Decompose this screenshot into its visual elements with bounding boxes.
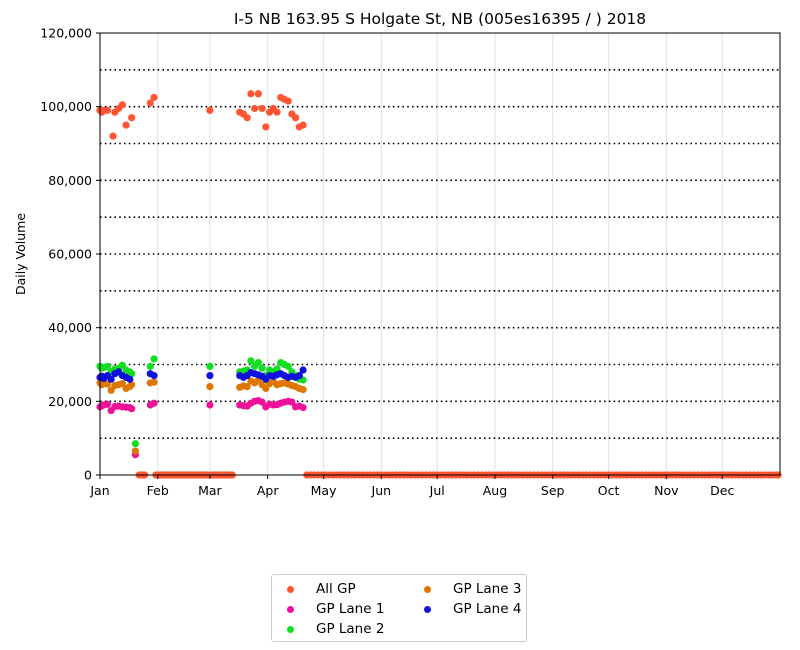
data-point-all-gp — [262, 123, 270, 131]
data-point-gp-lane-2 — [258, 364, 266, 372]
data-point-gp-lane-4 — [150, 371, 158, 380]
x-tick-label: Mar — [198, 483, 222, 498]
data-point-gp-lane-1 — [128, 405, 136, 413]
legend-item-gp-lane-3: GP Lane 3 — [409, 581, 521, 597]
legend-item-gp-lane-2: GP Lane 2 — [272, 621, 384, 637]
y-tick-label: 40,000 — [48, 320, 92, 335]
data-point-all-gp — [128, 114, 136, 122]
data-point-all-gp — [251, 104, 259, 113]
data-point-gp-lane-4 — [126, 375, 134, 383]
data-point-gp-lane-4 — [295, 371, 303, 380]
y-tick-label: 80,000 — [48, 173, 92, 188]
data-point-gp-lane-3 — [150, 378, 158, 386]
x-tick-label: Oct — [598, 483, 620, 498]
data-point-gp-lane-2 — [128, 370, 136, 378]
legend-item-gp-lane-1: GP Lane 1 — [272, 601, 384, 617]
grid-layer — [99, 33, 780, 475]
data-point-all-gp — [146, 99, 154, 107]
x-tick-label: Sep — [541, 483, 565, 498]
data-point-gp-lane-2 — [131, 440, 139, 448]
y-tick-label: 100,000 — [40, 99, 92, 114]
data-point-gp-lane-1 — [150, 399, 158, 407]
data-point-gp-lane-2 — [206, 362, 214, 370]
data-point-gp-lane-2 — [103, 362, 112, 370]
data-point-all-gp — [284, 97, 292, 105]
data-point-gp-lane-1 — [103, 400, 112, 408]
legend-label: All GP — [316, 581, 356, 597]
data-point-gp-lane-3 — [243, 383, 251, 391]
data-point-all-gp — [109, 132, 117, 140]
legend-label: GP Lane 2 — [316, 621, 385, 637]
y-tick-label: 0 — [84, 468, 92, 483]
x-tick-label: Aug — [483, 483, 507, 498]
data-point-all-gp — [150, 93, 158, 102]
points-layer — [96, 90, 782, 479]
legend-marker-icon — [287, 605, 294, 613]
x-tick-label: Jan — [89, 483, 109, 498]
data-point-gp-lane-2 — [247, 357, 255, 365]
x-tick-label: Nov — [654, 483, 679, 498]
data-point-gp-lane-4 — [107, 375, 115, 383]
data-point-all-gp — [299, 121, 307, 129]
data-point-gp-lane-2 — [284, 362, 292, 370]
legend-label: GP Lane 3 — [453, 581, 522, 597]
data-point-gp-lane-3 — [206, 383, 214, 391]
legend: All GP GP Lane 1 GP Lane 2 GP Lane 3 GP … — [271, 574, 527, 642]
data-point-all-gp — [258, 104, 266, 113]
chart-title: I-5 NB 163.95 S Holgate St, NB (005es163… — [234, 10, 646, 28]
legend-marker-icon — [424, 585, 431, 593]
data-point-all-gp — [206, 106, 214, 114]
data-point-gp-lane-1 — [206, 401, 214, 409]
data-point-all-gp — [118, 101, 126, 109]
data-point-gp-lane-2 — [254, 359, 262, 367]
data-point-all-gp — [254, 90, 262, 98]
data-point-gp-lane-2 — [146, 362, 154, 370]
y-tick-label: 120,000 — [40, 26, 92, 41]
legend-marker-icon — [287, 585, 294, 593]
y-axis-label: Daily Volume — [13, 213, 28, 295]
data-point-all-gp — [247, 90, 255, 98]
y-tick-label: 20,000 — [48, 394, 92, 409]
legend-item-all-gp: All GP — [272, 581, 356, 597]
data-point-gp-lane-1 — [299, 403, 307, 412]
data-point-gp-lane-4 — [299, 366, 307, 374]
data-point-gp-lane-3 — [128, 381, 136, 389]
data-point-all-gp — [273, 108, 281, 116]
x-tick-label: Jul — [429, 483, 445, 498]
x-tick-label: Feb — [147, 483, 169, 498]
x-tick-label: Dec — [710, 483, 734, 498]
data-point-all-gp — [243, 114, 251, 122]
legend-marker-icon — [424, 605, 431, 613]
data-point-gp-lane-3 — [299, 385, 307, 394]
legend-label: GP Lane 4 — [453, 601, 522, 617]
x-tick-label: Apr — [257, 483, 279, 498]
data-point-gp-lane-3 — [131, 447, 139, 455]
axes-layer: 0 20,000 40,000 60,000 80,000 100,000 120,000 J… — [40, 26, 781, 498]
data-point-all-gp — [122, 121, 130, 129]
data-point-all-gp — [103, 106, 112, 114]
x-tick-label: May — [311, 483, 337, 498]
x-tick-label: Jun — [371, 483, 392, 498]
y-tick-label: 60,000 — [48, 247, 92, 262]
data-point-all-gp — [292, 114, 300, 122]
scatter-chart: I-5 NB 163.95 S Holgate St, NB (005es163… — [13, 10, 782, 498]
legend-marker-icon — [287, 625, 294, 633]
legend-label: GP Lane 1 — [316, 601, 385, 617]
legend-item-gp-lane-4: GP Lane 4 — [409, 601, 521, 617]
data-point-gp-lane-4 — [206, 371, 214, 380]
data-point-gp-lane-2 — [150, 355, 158, 363]
